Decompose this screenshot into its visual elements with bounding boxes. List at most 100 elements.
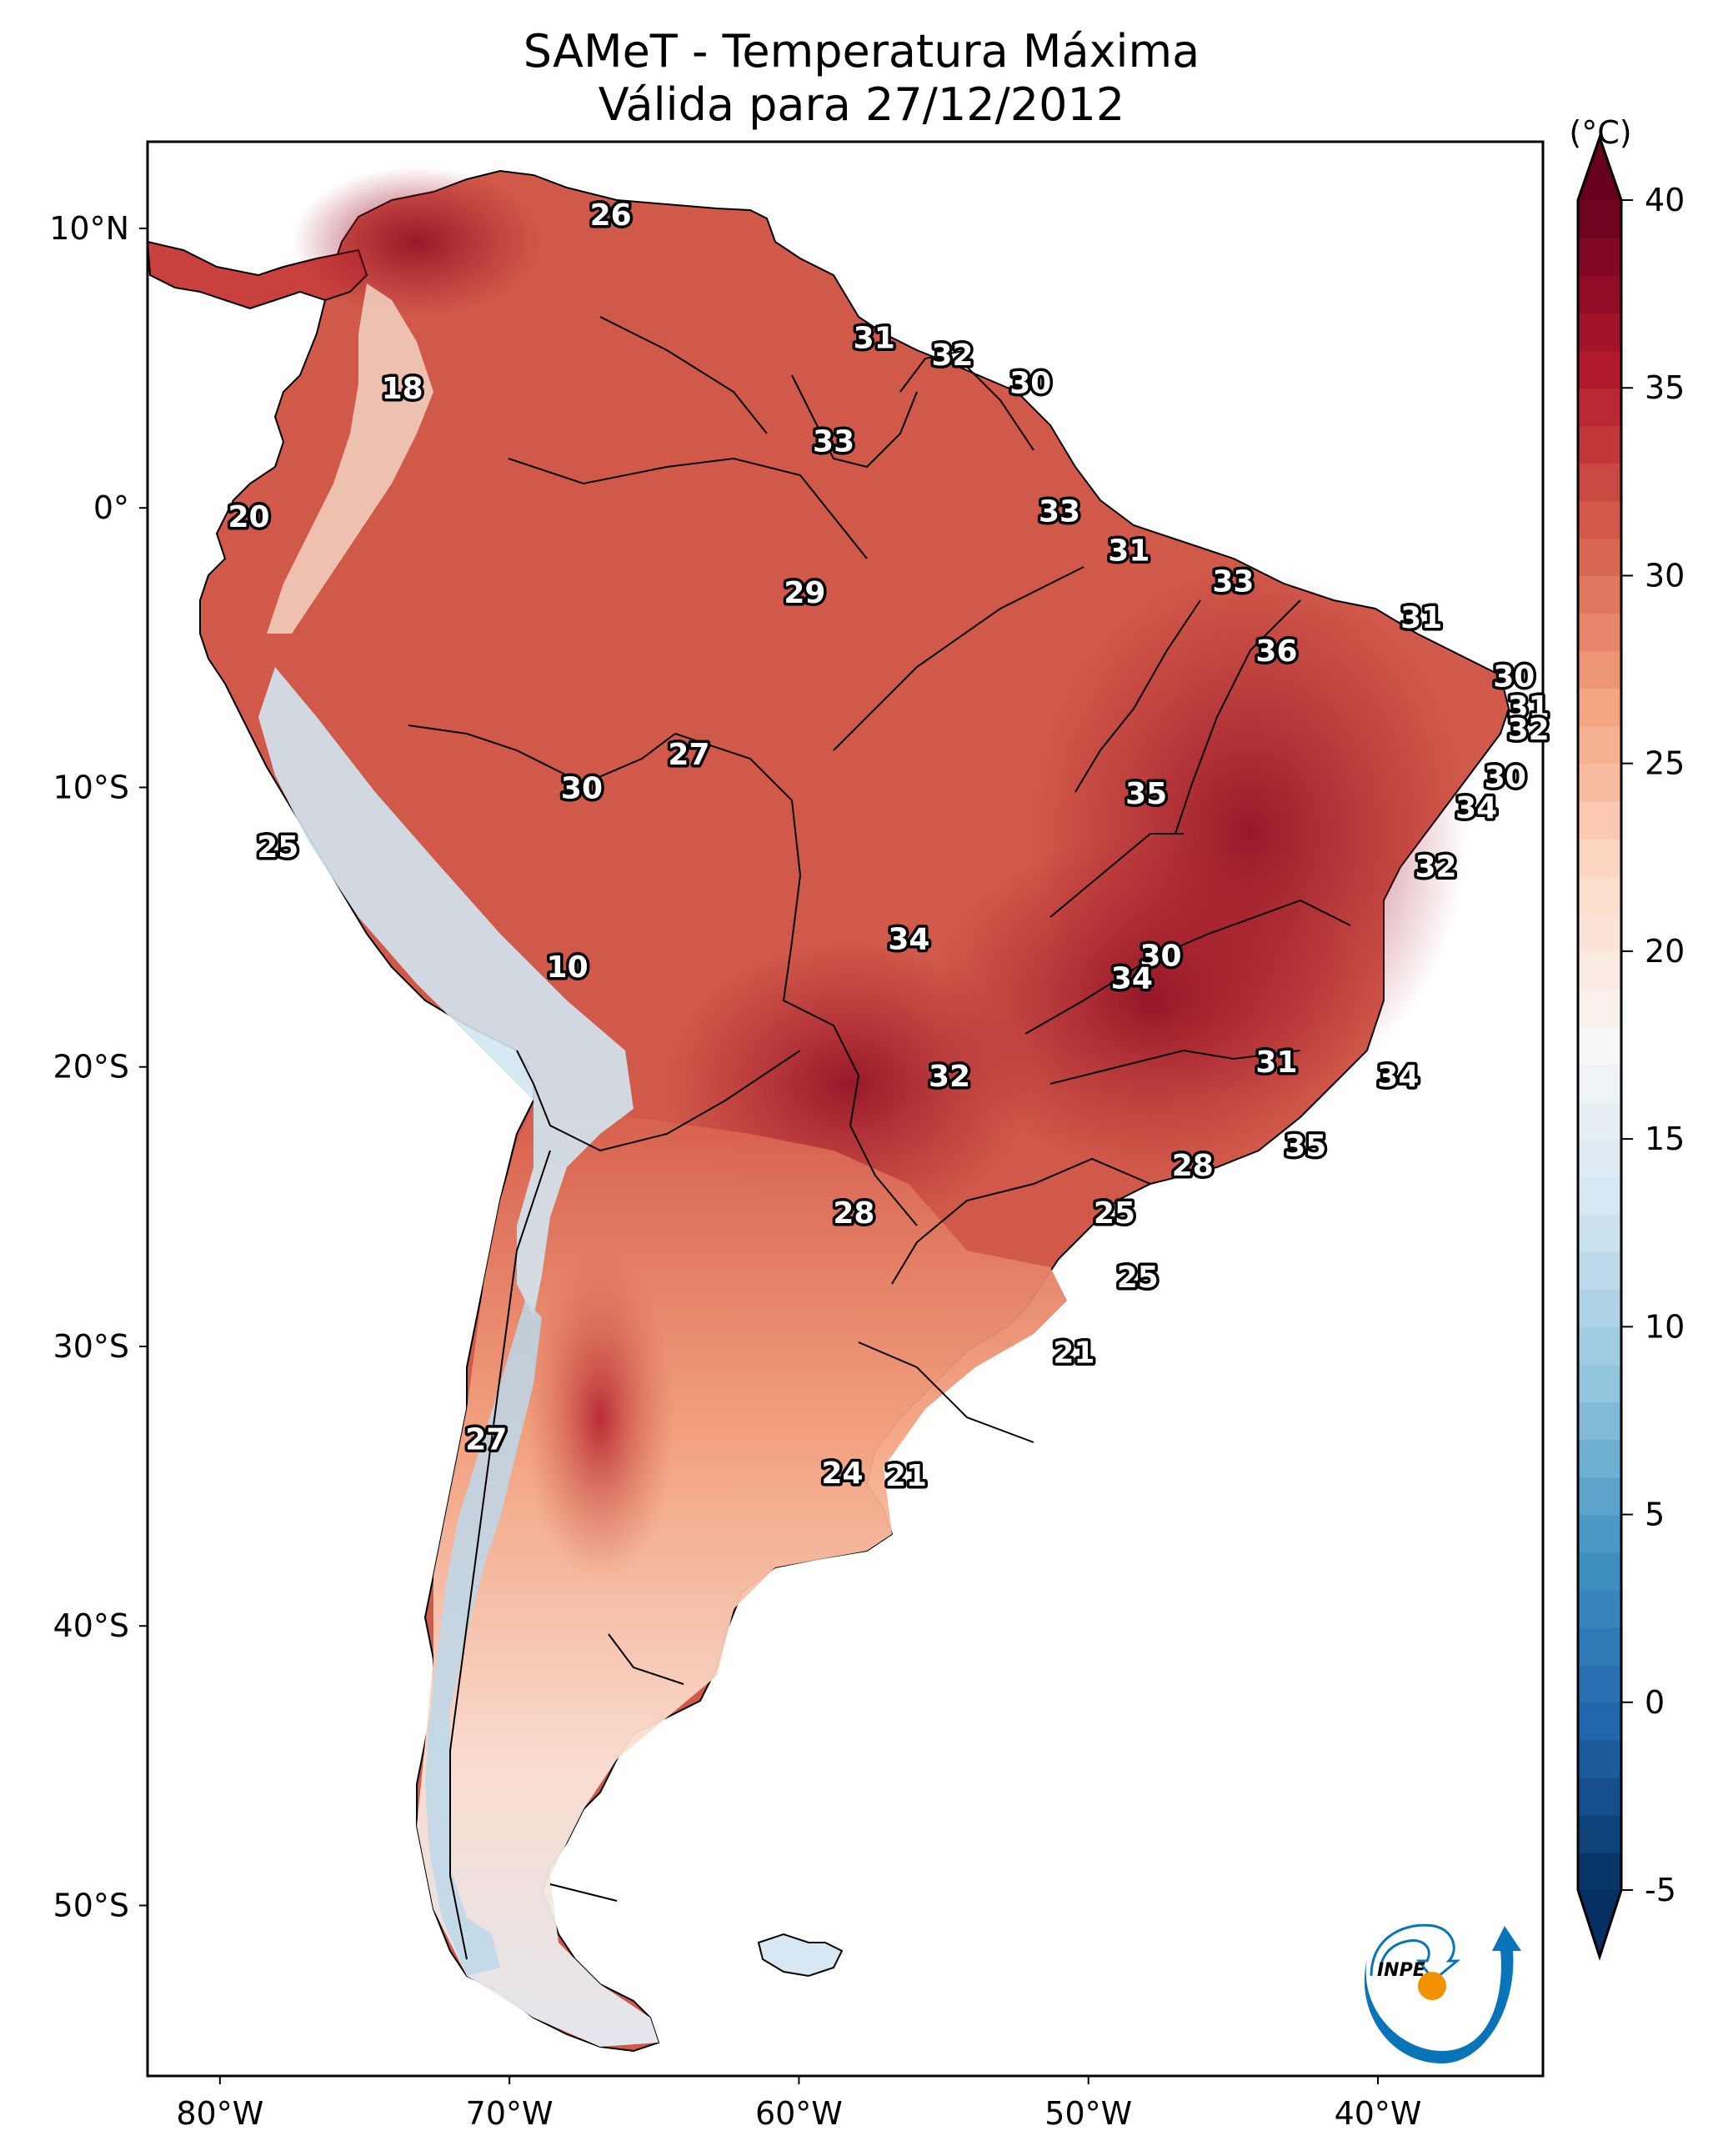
x-tick-label: 60°W xyxy=(755,2095,843,2132)
colorbar-tick-label: 5 xyxy=(1645,1497,1665,1533)
temperature-label: 32 xyxy=(1415,850,1456,884)
temperature-label: 32 xyxy=(929,1060,970,1094)
colorbar-unit-label: (°C) xyxy=(1569,114,1631,151)
temperature-label: 29 xyxy=(784,576,825,610)
temperature-label: 33 xyxy=(1039,495,1080,529)
temperature-label: 30 xyxy=(1485,760,1526,795)
colorbar-segment xyxy=(1578,1627,1621,1666)
colorbar-segment xyxy=(1578,1364,1621,1403)
temperature-label: 31 xyxy=(1508,690,1550,725)
temperature-label: 31 xyxy=(1400,601,1442,635)
y-tick-label: 20°S xyxy=(53,1049,129,1086)
inpe-logo: INPE xyxy=(1364,1923,1521,2063)
colorbar-segment xyxy=(1578,500,1621,539)
temperature-label: 32 xyxy=(931,338,973,373)
colorbar-segment xyxy=(1578,1514,1621,1553)
colorbar-segment xyxy=(1578,800,1621,840)
colorbar-tick-label: 30 xyxy=(1645,557,1685,594)
colorbar: 40 35 30 25 20 15 10 5 0 -5 (°C) xyxy=(1569,114,1685,1961)
colorbar-ticks: 40 35 30 25 20 15 10 5 0 -5 xyxy=(1621,182,1685,1908)
colorbar-segment xyxy=(1578,200,1621,238)
colorbar-segment xyxy=(1578,950,1621,990)
colorbar-segment xyxy=(1578,763,1621,802)
colorbar-segment xyxy=(1578,1589,1621,1628)
colorbar-segment xyxy=(1578,1214,1621,1253)
x-tick-label: 40°W xyxy=(1335,2095,1422,2132)
temperature-label: 18 xyxy=(382,372,423,406)
temperature-label: 31 xyxy=(1108,534,1150,568)
colorbar-segment xyxy=(1578,1064,1621,1102)
temperature-label: 25 xyxy=(1094,1196,1135,1231)
colorbar-tick-label: 15 xyxy=(1645,1121,1685,1157)
colorbar-tick-label: 10 xyxy=(1645,1308,1685,1345)
temperature-label: 30 xyxy=(561,771,603,805)
hot-core-argentina xyxy=(525,1251,675,1584)
colorbar-segment xyxy=(1578,1176,1621,1215)
colorbar-segment xyxy=(1578,1852,1621,1891)
colorbar-segment xyxy=(1578,1025,1621,1065)
chart-title: SAMeT - Temperatura Máxima xyxy=(523,25,1200,78)
colorbar-segments xyxy=(1578,200,1621,1891)
temperature-label: 26 xyxy=(590,198,632,233)
country-borders xyxy=(408,316,1351,1960)
temperature-label: 34 xyxy=(1377,1060,1419,1094)
colorbar-segment xyxy=(1578,1702,1621,1741)
x-tick-label: 70°W xyxy=(466,2095,553,2132)
x-tick-label: 80°W xyxy=(176,2095,263,2132)
temperature-label: 36 xyxy=(1255,634,1297,669)
temperature-label: 28 xyxy=(833,1196,874,1231)
temperature-label: 35 xyxy=(1125,777,1167,811)
colorbar-segment xyxy=(1578,1251,1621,1291)
andes-cool-band xyxy=(258,667,634,1317)
y-axis: 10°N 0° 10°S 20°S 30°S 40°S 50°S xyxy=(49,210,148,1923)
colorbar-segment xyxy=(1578,1739,1621,1778)
logo-outline-loop xyxy=(1370,1923,1461,1983)
colorbar-segment xyxy=(1578,1477,1621,1516)
hot-core-venezuela xyxy=(292,167,542,317)
colorbar-segment xyxy=(1578,1552,1621,1591)
logo-swoosh xyxy=(1364,1926,1521,2063)
hot-core-central xyxy=(934,834,1367,1167)
temperature-label: 28 xyxy=(1172,1149,1214,1183)
colorbar-segment xyxy=(1578,313,1621,351)
colorbar-segment xyxy=(1578,350,1621,389)
temperature-label: 32 xyxy=(1508,713,1550,747)
colorbar-tick-label: 0 xyxy=(1645,1684,1665,1721)
temperature-label: 31 xyxy=(854,322,895,356)
y-tick-label: 30°S xyxy=(53,1328,129,1365)
colorbar-segment xyxy=(1578,875,1621,915)
temperature-label: 21 xyxy=(1053,1336,1094,1371)
temperature-label: 20 xyxy=(228,500,270,534)
chart-subtitle: Válida para 27/12/2012 xyxy=(598,78,1125,131)
colorbar-segment xyxy=(1578,1289,1621,1328)
y-tick-label: 10°S xyxy=(53,769,129,805)
colorbar-max-extend-arrow xyxy=(1578,138,1621,200)
colorbar-segment xyxy=(1578,1139,1621,1177)
colorbar-segment xyxy=(1578,988,1621,1027)
colorbar-tick-label: 25 xyxy=(1645,745,1685,782)
colorbar-segment xyxy=(1578,275,1621,313)
temperature-label: 30 xyxy=(1493,659,1535,694)
temperature-field xyxy=(148,167,1510,2053)
temperature-label: 27 xyxy=(668,738,709,772)
colorbar-min-extend-arrow xyxy=(1578,1890,1621,1957)
colorbar-tick-label: -5 xyxy=(1645,1872,1676,1908)
temperature-label: 35 xyxy=(1285,1130,1326,1164)
colorbar-segment xyxy=(1578,1439,1621,1478)
temperature-label: 33 xyxy=(813,425,854,459)
colorbar-segment xyxy=(1578,238,1621,276)
temperature-label: 21 xyxy=(885,1459,927,1493)
temperature-label: 30 xyxy=(1140,940,1182,974)
y-tick-label: 0° xyxy=(93,489,129,526)
temperature-label: 34 xyxy=(1455,791,1497,825)
colorbar-segment xyxy=(1578,650,1621,689)
colorbar-segment xyxy=(1578,1401,1621,1441)
colorbar-segment xyxy=(1578,725,1621,765)
colorbar-segment xyxy=(1578,913,1621,952)
colorbar-segment xyxy=(1578,1664,1621,1703)
temperature-label: 33 xyxy=(1212,564,1254,599)
colorbar-segment xyxy=(1578,838,1621,877)
plot-frame xyxy=(146,140,1545,2078)
colorbar-segment xyxy=(1578,1777,1621,1816)
